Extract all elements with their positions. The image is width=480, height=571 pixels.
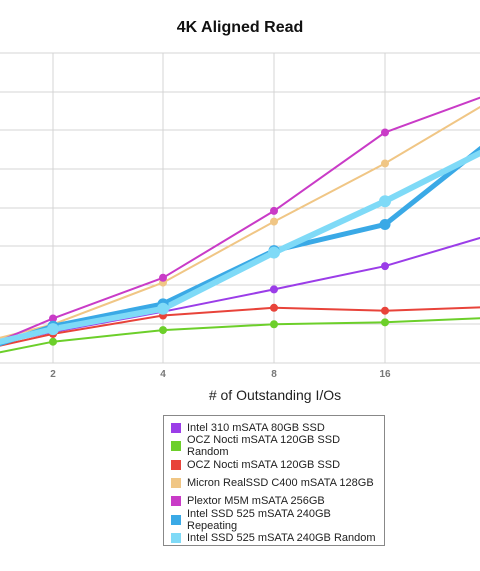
data-point (270, 320, 278, 329)
data-point (270, 303, 278, 312)
legend-item: OCZ Nocti mSATA 120GB SSD (171, 456, 384, 474)
data-point (47, 323, 59, 336)
legend-label: Intel SSD 525 mSATA 240GB Repeating (187, 507, 331, 532)
legend-swatch (171, 496, 181, 507)
data-point (268, 246, 280, 259)
x-tick-labels: 2 4 8 16 (50, 369, 391, 380)
x-tick-label: 4 (160, 369, 166, 380)
series-line (0, 149, 480, 345)
x-axis-label: # of Outstanding I/Os (209, 387, 341, 403)
data-point (381, 159, 389, 168)
legend-swatch (171, 532, 181, 543)
legend-item: Intel 310 mSATA 80GB SSD (171, 419, 384, 437)
series-line (0, 96, 480, 342)
data-point (157, 302, 169, 315)
data-point (49, 314, 57, 323)
series-line (0, 317, 480, 354)
data-points (47, 128, 391, 346)
legend-item: Intel SSD 525 mSATA 240GB Random (171, 529, 384, 547)
legend-label: OCZ Nocti mSATA 120GB SSD Random (187, 434, 341, 459)
data-point (270, 217, 278, 226)
data-point (381, 262, 389, 271)
data-point (159, 273, 167, 282)
chart-title: 4K Aligned Read (176, 19, 304, 36)
x-tick-label: 8 (271, 369, 277, 380)
series-line (0, 105, 480, 339)
data-point (49, 337, 57, 346)
data-point (379, 195, 391, 208)
legend-label: Intel 310 mSATA 80GB SSD (187, 422, 325, 435)
legend-label: OCZ Nocti mSATA 120GB SSD (187, 458, 341, 471)
data-point (379, 218, 391, 230)
legend-swatch (171, 459, 181, 470)
data-point (270, 285, 278, 294)
data-point (159, 326, 167, 335)
data-point (381, 128, 389, 137)
series-line (0, 306, 480, 347)
legend-swatch (171, 423, 181, 434)
legend-label: Micron RealSSD C400 mSATA 128GB (187, 477, 374, 490)
series-lines (0, 96, 480, 354)
data-point (381, 318, 389, 327)
legend-item: Micron RealSSD C400 mSATA 128GB (171, 474, 384, 492)
chart-legend: Intel 310 mSATA 80GB SSD OCZ Nocti mSATA … (163, 415, 385, 546)
legend-item: Intel SSD 525 mSATA 240GB Repeating (171, 508, 384, 532)
legend-swatch (171, 441, 181, 452)
data-point (270, 206, 278, 215)
legend-item: Plextor M5M mSATA 256GB (171, 492, 384, 510)
x-tick-label: 16 (379, 369, 391, 380)
legend-swatch (171, 514, 181, 525)
legend-swatch (171, 478, 181, 489)
legend-label: Plextor M5M mSATA 256GB (187, 495, 325, 508)
x-tick-label: 2 (50, 369, 56, 380)
legend-label: Intel SSD 525 mSATA 240GB Random (187, 531, 376, 544)
data-point (381, 306, 389, 315)
legend-item: OCZ Nocti mSATA 120GB SSD Random (171, 434, 384, 459)
